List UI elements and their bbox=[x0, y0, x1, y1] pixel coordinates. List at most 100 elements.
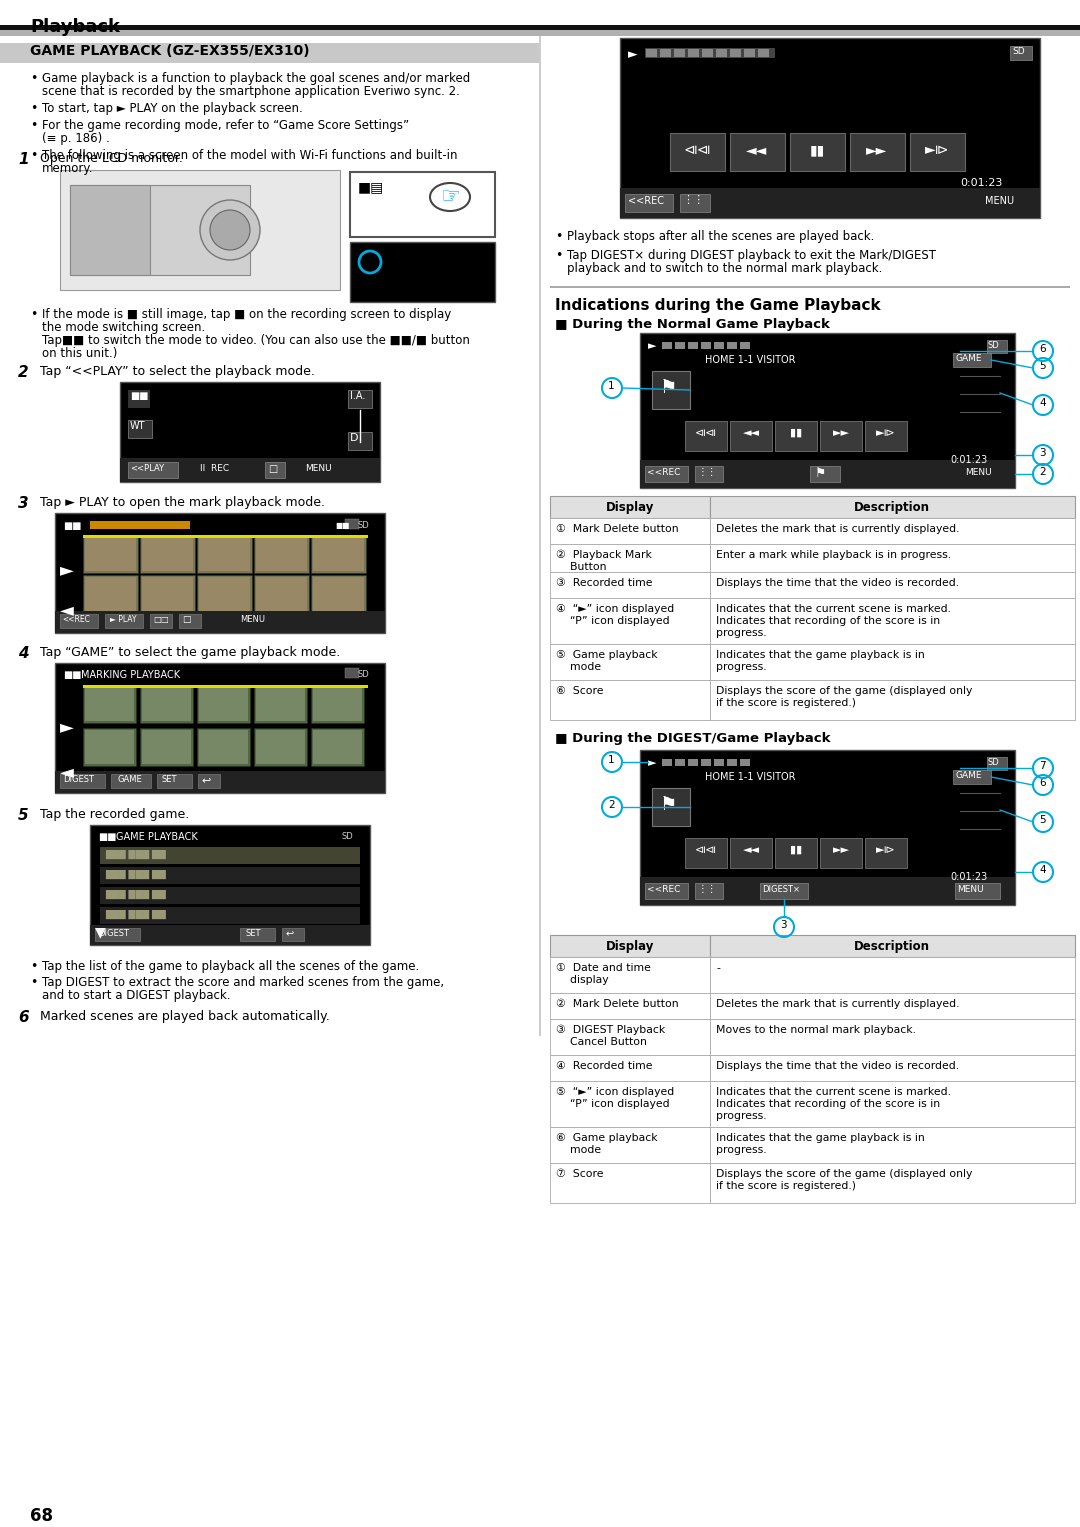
Text: Displays the score of the game (displayed only: Displays the score of the game (displaye… bbox=[716, 686, 972, 696]
Bar bbox=[256, 687, 305, 721]
Text: and to start a DIGEST playback.: and to start a DIGEST playback. bbox=[42, 989, 230, 1002]
Text: Description: Description bbox=[854, 941, 930, 953]
Text: SD: SD bbox=[1012, 47, 1025, 56]
Bar bbox=[111, 774, 151, 788]
Bar bbox=[685, 421, 727, 450]
Text: ►►: ►► bbox=[833, 428, 850, 438]
Bar bbox=[710, 544, 1075, 573]
Bar bbox=[311, 534, 366, 573]
Text: DIGEST×: DIGEST× bbox=[762, 886, 800, 893]
Text: ►⧐: ►⧐ bbox=[924, 144, 949, 157]
Text: □: □ bbox=[268, 464, 278, 473]
Text: ►: ► bbox=[60, 560, 73, 579]
Bar bbox=[311, 728, 364, 767]
Bar bbox=[688, 759, 698, 767]
Bar bbox=[710, 1164, 1075, 1203]
Text: ⑥  Game playback: ⑥ Game playback bbox=[556, 1133, 658, 1144]
Text: ②  Mark Delete button: ② Mark Delete button bbox=[556, 999, 678, 1009]
Bar bbox=[85, 687, 134, 721]
Text: Playback: Playback bbox=[30, 18, 120, 37]
Text: ①  Date and time: ① Date and time bbox=[556, 964, 651, 973]
Text: D: D bbox=[350, 434, 359, 443]
Bar bbox=[645, 883, 688, 899]
Text: ►►: ►► bbox=[833, 844, 850, 855]
Bar bbox=[550, 957, 710, 993]
Bar bbox=[550, 1164, 710, 1203]
Text: Playback stops after all the scenes are played back.: Playback stops after all the scenes are … bbox=[567, 231, 875, 243]
Text: ███ ███ ██: ███ ███ ██ bbox=[105, 851, 165, 860]
Bar bbox=[662, 342, 672, 350]
Text: Tap■■ to switch the mode to video. (You can also use the ■■/■ button: Tap■■ to switch the mode to video. (You … bbox=[42, 334, 470, 347]
Bar bbox=[550, 935, 710, 957]
Text: MENU: MENU bbox=[240, 615, 265, 625]
Bar bbox=[256, 730, 305, 764]
Text: 3: 3 bbox=[1039, 447, 1045, 458]
Bar bbox=[550, 993, 710, 1019]
Text: Tap ► PLAY to open the mark playback mode.: Tap ► PLAY to open the mark playback mod… bbox=[40, 496, 325, 508]
Text: ►⧐: ►⧐ bbox=[876, 844, 895, 855]
Bar bbox=[83, 534, 138, 573]
Text: •: • bbox=[30, 150, 38, 162]
Text: ► PLAY: ► PLAY bbox=[110, 615, 136, 625]
Text: scene that is recorded by the smartphone application Everiwo sync. 2.: scene that is recorded by the smartphone… bbox=[42, 86, 460, 98]
Bar bbox=[710, 518, 1075, 544]
Bar bbox=[313, 687, 362, 721]
Text: ⑤  “►” icon displayed: ⑤ “►” icon displayed bbox=[556, 1087, 674, 1096]
Bar bbox=[348, 389, 372, 408]
Bar bbox=[688, 49, 699, 56]
Bar bbox=[710, 935, 1075, 957]
Bar bbox=[150, 614, 172, 628]
Bar bbox=[83, 686, 368, 689]
Bar bbox=[85, 730, 134, 764]
Bar bbox=[710, 957, 1075, 993]
Bar bbox=[55, 611, 384, 634]
Text: ◄◄: ◄◄ bbox=[743, 428, 759, 438]
Text: ↩: ↩ bbox=[201, 776, 211, 785]
Bar bbox=[313, 538, 364, 571]
Text: Displays the score of the game (displayed only: Displays the score of the game (displaye… bbox=[716, 1170, 972, 1179]
Text: HOME 1-1 VISITOR: HOME 1-1 VISITOR bbox=[705, 354, 796, 365]
Text: Button: Button bbox=[556, 562, 607, 573]
Bar bbox=[129, 463, 178, 478]
Bar bbox=[645, 47, 775, 58]
Bar bbox=[550, 644, 710, 680]
Text: GAME PLAYBACK: GAME PLAYBACK bbox=[116, 832, 198, 841]
Bar bbox=[730, 49, 741, 56]
Text: ⑦  Score: ⑦ Score bbox=[556, 1170, 604, 1179]
Bar bbox=[141, 538, 193, 571]
Bar bbox=[620, 38, 1040, 218]
Bar bbox=[350, 241, 495, 302]
Bar bbox=[701, 342, 711, 350]
Bar bbox=[348, 432, 372, 450]
Bar bbox=[987, 757, 1007, 770]
Text: MENU: MENU bbox=[305, 464, 332, 473]
Text: Tap the list of the game to playback all the scenes of the game.: Tap the list of the game to playback all… bbox=[42, 960, 419, 973]
Text: <<PLAY: <<PLAY bbox=[130, 464, 164, 473]
Text: Enter a mark while playback is in progress.: Enter a mark while playback is in progre… bbox=[716, 550, 951, 560]
Text: •: • bbox=[30, 72, 38, 86]
Bar bbox=[197, 728, 249, 767]
Text: SD: SD bbox=[988, 341, 1000, 350]
Text: ⚑: ⚑ bbox=[660, 796, 677, 815]
Bar bbox=[702, 49, 713, 56]
Bar bbox=[95, 928, 140, 941]
Bar bbox=[727, 759, 737, 767]
Text: 0:01:23: 0:01:23 bbox=[960, 179, 1002, 188]
Text: To start, tap ► PLAY on the playback screen.: To start, tap ► PLAY on the playback scr… bbox=[42, 102, 302, 115]
Text: SD: SD bbox=[357, 521, 368, 530]
Text: MENU: MENU bbox=[966, 467, 991, 476]
Bar bbox=[345, 519, 359, 528]
Text: Deletes the mark that is currently displayed.: Deletes the mark that is currently displ… bbox=[716, 524, 959, 534]
Bar bbox=[710, 1055, 1075, 1081]
Text: •: • bbox=[30, 102, 38, 115]
Bar bbox=[60, 614, 98, 628]
Bar bbox=[129, 389, 150, 408]
Text: If the mode is ■ still image, tap ■ on the recording screen to display: If the mode is ■ still image, tap ■ on t… bbox=[42, 308, 451, 321]
Text: ▮▮: ▮▮ bbox=[809, 144, 825, 157]
Bar bbox=[758, 49, 769, 56]
Text: 5: 5 bbox=[1039, 815, 1045, 825]
Bar bbox=[701, 759, 711, 767]
Bar bbox=[0, 24, 1080, 31]
Bar bbox=[254, 686, 307, 722]
Text: SD: SD bbox=[342, 832, 354, 841]
